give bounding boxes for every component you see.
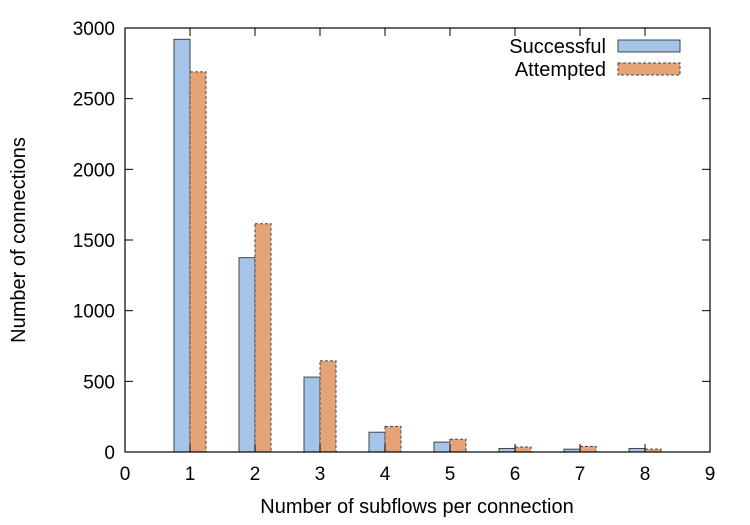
legend-label-successful: Successful [509,36,606,58]
attempted-bar-7 [579,445,597,453]
successful-bar-1 [173,38,191,453]
successful-bar-3 [303,376,321,453]
x-tick-label: 6 [510,464,521,485]
attempted-bar-1 [189,71,207,453]
x-tick-label: 7 [575,464,586,485]
y-tick-label: 1500 [73,231,115,252]
x-tick-label: 2 [250,464,261,485]
attempted-bar-6 [514,446,532,453]
y-tick-label: 2000 [73,160,115,181]
successful-bar-2 [238,257,256,453]
y-tick-label: 1000 [73,302,115,323]
x-tick-label: 9 [705,464,716,485]
y-tick-labels: 0 500 1000 1500 2000 2500 3000 [73,19,115,464]
plot-frame [124,27,711,453]
x-tick-label: 4 [380,464,391,485]
x-tick-label: 3 [315,464,326,485]
successful-bar-5 [433,441,451,453]
x-axis-title: Number of subflows per connection [260,496,574,518]
legend-swatch-attempted [617,62,681,76]
attempted-bar-2 [254,223,272,453]
x-tick-label: 5 [445,464,456,485]
ticks-group [125,28,710,452]
legend-swatch-successful [617,39,681,53]
x-tick-label: 8 [640,464,651,485]
legend-label-attempted: Attempted [515,59,606,81]
x-tick-labels: 0 1 2 3 4 5 6 7 8 9 [120,464,716,485]
y-tick-label: 0 [104,443,115,464]
bars-group [173,38,662,453]
attempted-bar-4 [384,426,402,453]
x-tick-label: 1 [185,464,196,485]
x-tick-label: 0 [120,464,131,485]
successful-bar-4 [368,431,386,453]
y-tick-label: 2500 [73,90,115,111]
y-tick-label: 3000 [73,19,115,40]
attempted-bar-3 [319,360,337,453]
y-tick-label: 500 [83,372,115,393]
attempted-bar-5 [449,438,467,453]
y-axis-title: Number of connections [8,137,30,343]
